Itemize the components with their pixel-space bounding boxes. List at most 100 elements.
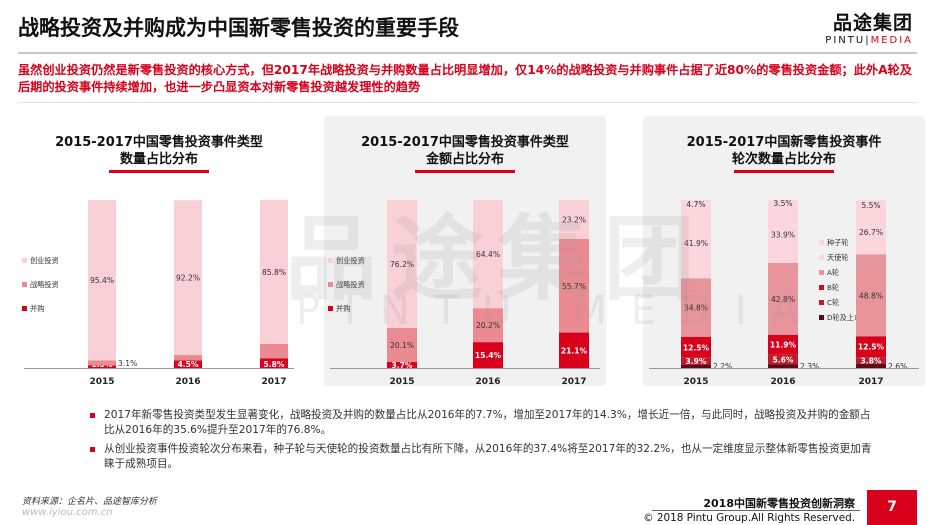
logo-cn: 品途集团 (832, 12, 913, 34)
legend-swatch (328, 306, 333, 311)
bar-segment (681, 207, 711, 279)
x-tick-label: 2015 (89, 377, 114, 386)
bar-segment (260, 343, 288, 359)
chart-panel-1: 2015-2017中国零售投资事件类型 数量占比分布 创业投资战略投资并购1.5… (18, 116, 300, 386)
data-label: 20.1% (390, 341, 414, 350)
data-label: 42.8% (771, 295, 795, 304)
x-tick-label: 2017 (561, 377, 586, 386)
legend-swatch (22, 258, 27, 263)
logo-en-b: MEDIA (870, 35, 913, 46)
bar-segment (473, 200, 503, 309)
bar-segment (681, 200, 711, 208)
footer-divider (652, 510, 860, 511)
data-label: 21.1% (561, 346, 588, 355)
bar-segment (768, 200, 798, 206)
data-label: 85.8% (262, 268, 286, 277)
data-label: 11.9% (770, 341, 797, 350)
bullet-item: 2017年新零售投资类型发生显著变化，战略投资及并购的数量占比从2016年的7.… (88, 408, 878, 438)
bar-segment (387, 200, 417, 329)
chart-3-title-underline (734, 170, 834, 173)
data-label: 2.2% (713, 362, 732, 371)
bar-segment (88, 365, 116, 368)
data-label: 2.3% (800, 362, 819, 371)
bar-segment (856, 363, 886, 368)
bar-segment (260, 358, 288, 368)
bar-segment (559, 200, 589, 239)
bullet-list: 2017年新零售投资类型发生显著变化，战略投资及并购的数量占比从2016年的7.… (88, 408, 878, 476)
bar-segment (174, 355, 202, 361)
data-label: 92.2% (176, 274, 200, 283)
legend-label: 天使轮 (827, 253, 849, 262)
bar-segment (856, 336, 886, 358)
page-number: 7 (867, 490, 917, 525)
bar-segment (768, 364, 798, 368)
legend-label: 并购 (30, 304, 44, 313)
data-label: 33.9% (771, 230, 795, 239)
legend-swatch (328, 282, 333, 287)
legend-swatch (819, 255, 824, 260)
bar-segment (559, 238, 589, 333)
bar-segment (681, 336, 711, 358)
chart-panel-2: 2015-2017中国零售投资事件类型 金额占比分布 创业投资 战略投资 并购 3.7… (324, 116, 606, 386)
bar-segment (681, 357, 711, 365)
legend-label: 创业投资 (30, 256, 59, 265)
chart-2-title-line2: 金额占比分布 (425, 152, 504, 167)
data-label: 5.5% (861, 201, 880, 210)
chart-3-title-line2: 轮次数量占比分布 (731, 152, 836, 167)
bar-segment (174, 360, 202, 368)
data-label: 20.2% (476, 321, 500, 330)
data-label: 5.6% (772, 355, 793, 364)
data-label: 26.7% (859, 228, 883, 237)
watermark-cn: 品途集团 (285, 206, 710, 313)
bar-segment (174, 200, 202, 356)
legend-swatch (819, 270, 824, 275)
legend-label: 战略投资 (30, 280, 59, 289)
bar-segment (856, 209, 886, 255)
bar-segment (768, 262, 798, 335)
footer-report-title: 2018中国新零售投资创新洞察 (703, 497, 855, 510)
bar-segment (473, 342, 503, 368)
header-divider (18, 52, 917, 54)
bar-segment (88, 200, 116, 361)
data-label: 12.5% (858, 343, 885, 352)
bullet-item: 从创业投资事件投资轮次分布来看，种子轮与天使轮的投资数量占比有所下降，从2016… (88, 442, 878, 472)
chart-2-title: 2015-2017中国零售投资事件类型 金额占比分布 (324, 134, 606, 168)
x-tick-label: 2015 (389, 377, 414, 386)
bar-segment (768, 205, 798, 263)
data-label: 4.5% (177, 360, 198, 369)
data-label: 2.6% (888, 362, 907, 371)
footer-copyright: © 2018 Pintu Group.All Rights Reserved. (643, 512, 855, 524)
chart-1-title-line1: 2015-2017中国零售投资事件类型 (55, 135, 263, 150)
chart-1-plot: 创业投资战略投资并购1.5%3.1%95.4%20154.5%3.2%92.2%… (22, 199, 294, 386)
legend-swatch (819, 285, 824, 290)
watermark-en: PINTU MEDIA (296, 288, 823, 334)
chart-1-title: 2015-2017中国零售投资事件类型 数量占比分布 (18, 134, 300, 168)
bar-segment (768, 334, 798, 355)
bar-segment (681, 278, 711, 337)
legend-swatch (819, 300, 824, 305)
x-tick-label: 2017 (858, 377, 883, 386)
bar-segment (768, 354, 798, 365)
bar-segment (856, 254, 886, 337)
data-label: 55.7% (562, 282, 586, 291)
bar-segment (88, 360, 116, 366)
data-label: 12.5% (683, 343, 710, 352)
data-label: 3.9% (685, 357, 706, 366)
legend-swatch (22, 306, 27, 311)
source-note: 资料来源：企名片、品途智库分析 (22, 497, 158, 507)
x-tick-label: 2016 (175, 377, 200, 386)
data-label: 3.5% (773, 199, 792, 208)
data-label: 23.2% (562, 215, 586, 224)
bar-segment (387, 361, 417, 368)
legend-label: D轮及上市 (827, 313, 861, 322)
data-label: 34.8% (684, 304, 708, 313)
chart-3-title-line1: 2015-2017中国新零售投资事件 (686, 135, 882, 150)
legend-label: 战略投资 (336, 280, 365, 289)
legend-label: 并购 (336, 304, 350, 313)
chart-2-title-line1: 2015-2017中国零售投资事件类型 (361, 135, 569, 150)
chart-1-title-underline (109, 170, 209, 173)
bar-segment (473, 308, 503, 343)
chart-panel-3: 2015-2017中国新零售投资事件 轮次数量占比分布 种子轮 天使轮 A轮 B轮 C轮… (643, 116, 925, 386)
